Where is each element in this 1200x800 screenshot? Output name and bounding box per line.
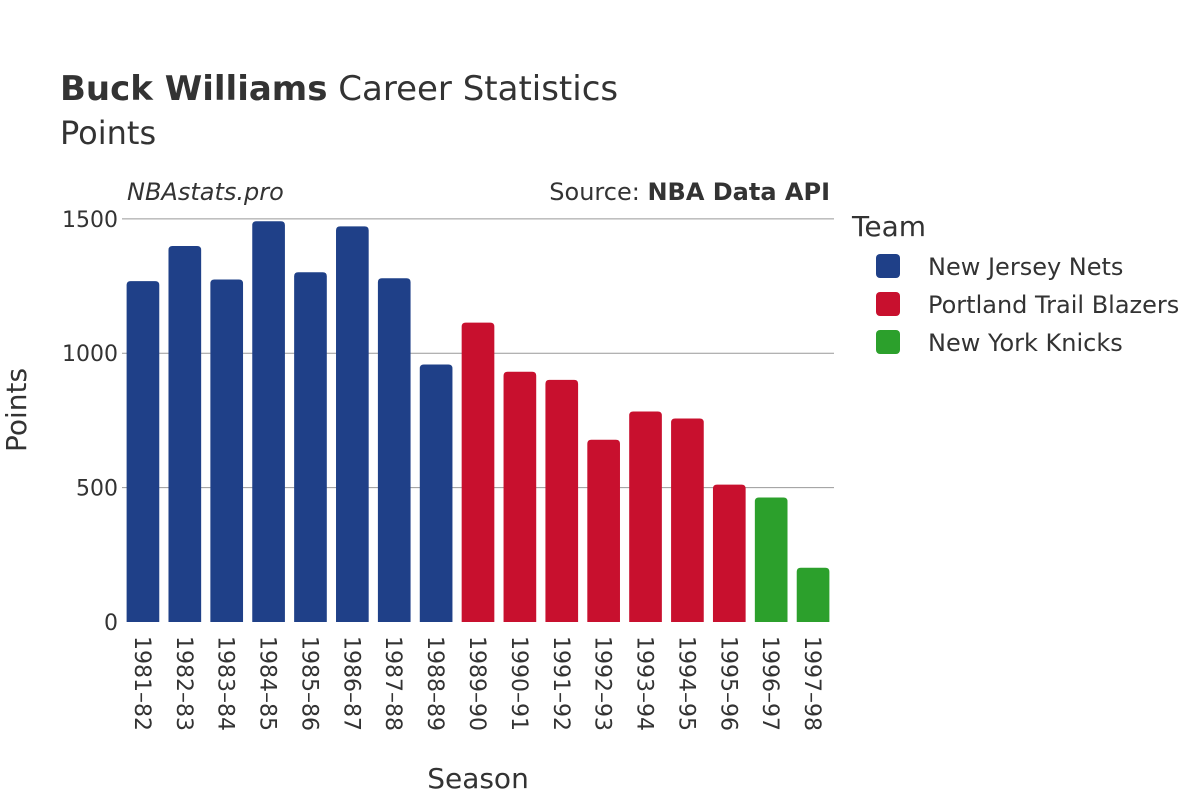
bar-1981–82 xyxy=(126,281,160,622)
source-label: Source: NBA Data API xyxy=(549,178,830,206)
x-tick-label: 1982–83 xyxy=(171,636,196,731)
x-tick-label: 1984–85 xyxy=(255,636,280,731)
bar-1982–83 xyxy=(168,245,202,622)
bar-1987–88 xyxy=(377,278,411,622)
bar-1988–89 xyxy=(419,364,453,622)
legend: New Jersey Nets Portland Trail Blazers New… xyxy=(876,253,1179,357)
legend-swatch xyxy=(876,292,900,316)
y-tick-label: 1500 xyxy=(62,208,118,233)
bar-1984–85 xyxy=(252,221,285,623)
chart-subtitle: Points xyxy=(60,114,156,152)
chart-title-rest xyxy=(327,69,338,109)
x-tick-label: 1986–87 xyxy=(338,636,363,731)
x-tick-label: 1983–84 xyxy=(213,636,238,731)
x-tick-layer: 1981–82 1982–83 1983–84 1984–85 1985–86 1986–… xyxy=(129,636,824,731)
bar-1989–90 xyxy=(461,322,495,622)
bar-1990–91 xyxy=(503,371,537,622)
y-tick-label: 500 xyxy=(76,477,118,502)
source-prefix: Source: xyxy=(549,178,647,206)
legend-swatch xyxy=(876,330,900,354)
chart-title-rest-text: Career Statistics xyxy=(338,69,618,109)
y-axis-title: Points xyxy=(0,368,33,452)
bar-1983–84 xyxy=(210,279,244,622)
bar-1986–87 xyxy=(336,226,369,622)
source-name: NBA Data API xyxy=(647,178,830,206)
bar-1994–95 xyxy=(671,418,704,622)
x-tick-label: 1994–95 xyxy=(673,636,698,731)
x-tick-label: 1989–90 xyxy=(464,636,489,731)
x-tick-label: 1988–89 xyxy=(422,636,447,731)
x-tick-label: 1995–96 xyxy=(715,636,740,731)
x-tick-label: 1985–86 xyxy=(296,636,321,731)
legend-item-label: Portland Trail Blazers xyxy=(928,291,1179,319)
x-axis-title: Season xyxy=(427,762,529,795)
bar-1991–92 xyxy=(545,379,579,622)
x-tick-label: 1992–93 xyxy=(590,636,615,731)
x-tick-label: 1990–91 xyxy=(506,636,531,731)
bar-1996–97 xyxy=(754,497,788,622)
x-tick-label: 1997–98 xyxy=(799,636,824,731)
x-tick-label: 1981–82 xyxy=(129,636,154,731)
legend-item-label: New Jersey Nets xyxy=(928,253,1123,281)
bar-1985–86 xyxy=(294,272,327,622)
y-tick-label: 0 xyxy=(104,611,118,636)
chart-title-bold: Buck Williams xyxy=(60,69,327,109)
legend-title: Team xyxy=(851,210,926,243)
legend-item-label: New York Knicks xyxy=(928,329,1123,357)
bar-1995–96 xyxy=(712,484,746,622)
x-tick-label: 1996–97 xyxy=(757,636,782,731)
x-tick-label: 1991–92 xyxy=(548,636,573,731)
y-tick-label: 1000 xyxy=(62,342,118,367)
x-tick-label: 1993–94 xyxy=(632,636,657,731)
y-tick-layer: 0 500 1000 1500 xyxy=(62,208,118,636)
legend-swatch xyxy=(876,254,900,278)
chart-title: Buck Williams Career Statistics xyxy=(60,69,618,109)
x-tick-label: 1987–88 xyxy=(380,636,405,731)
bar-1992–93 xyxy=(587,439,620,622)
bar-1997–98 xyxy=(796,567,830,622)
bar-1993–94 xyxy=(629,411,662,622)
bars-layer xyxy=(126,221,830,623)
watermark: NBAstats.pro xyxy=(127,178,284,206)
